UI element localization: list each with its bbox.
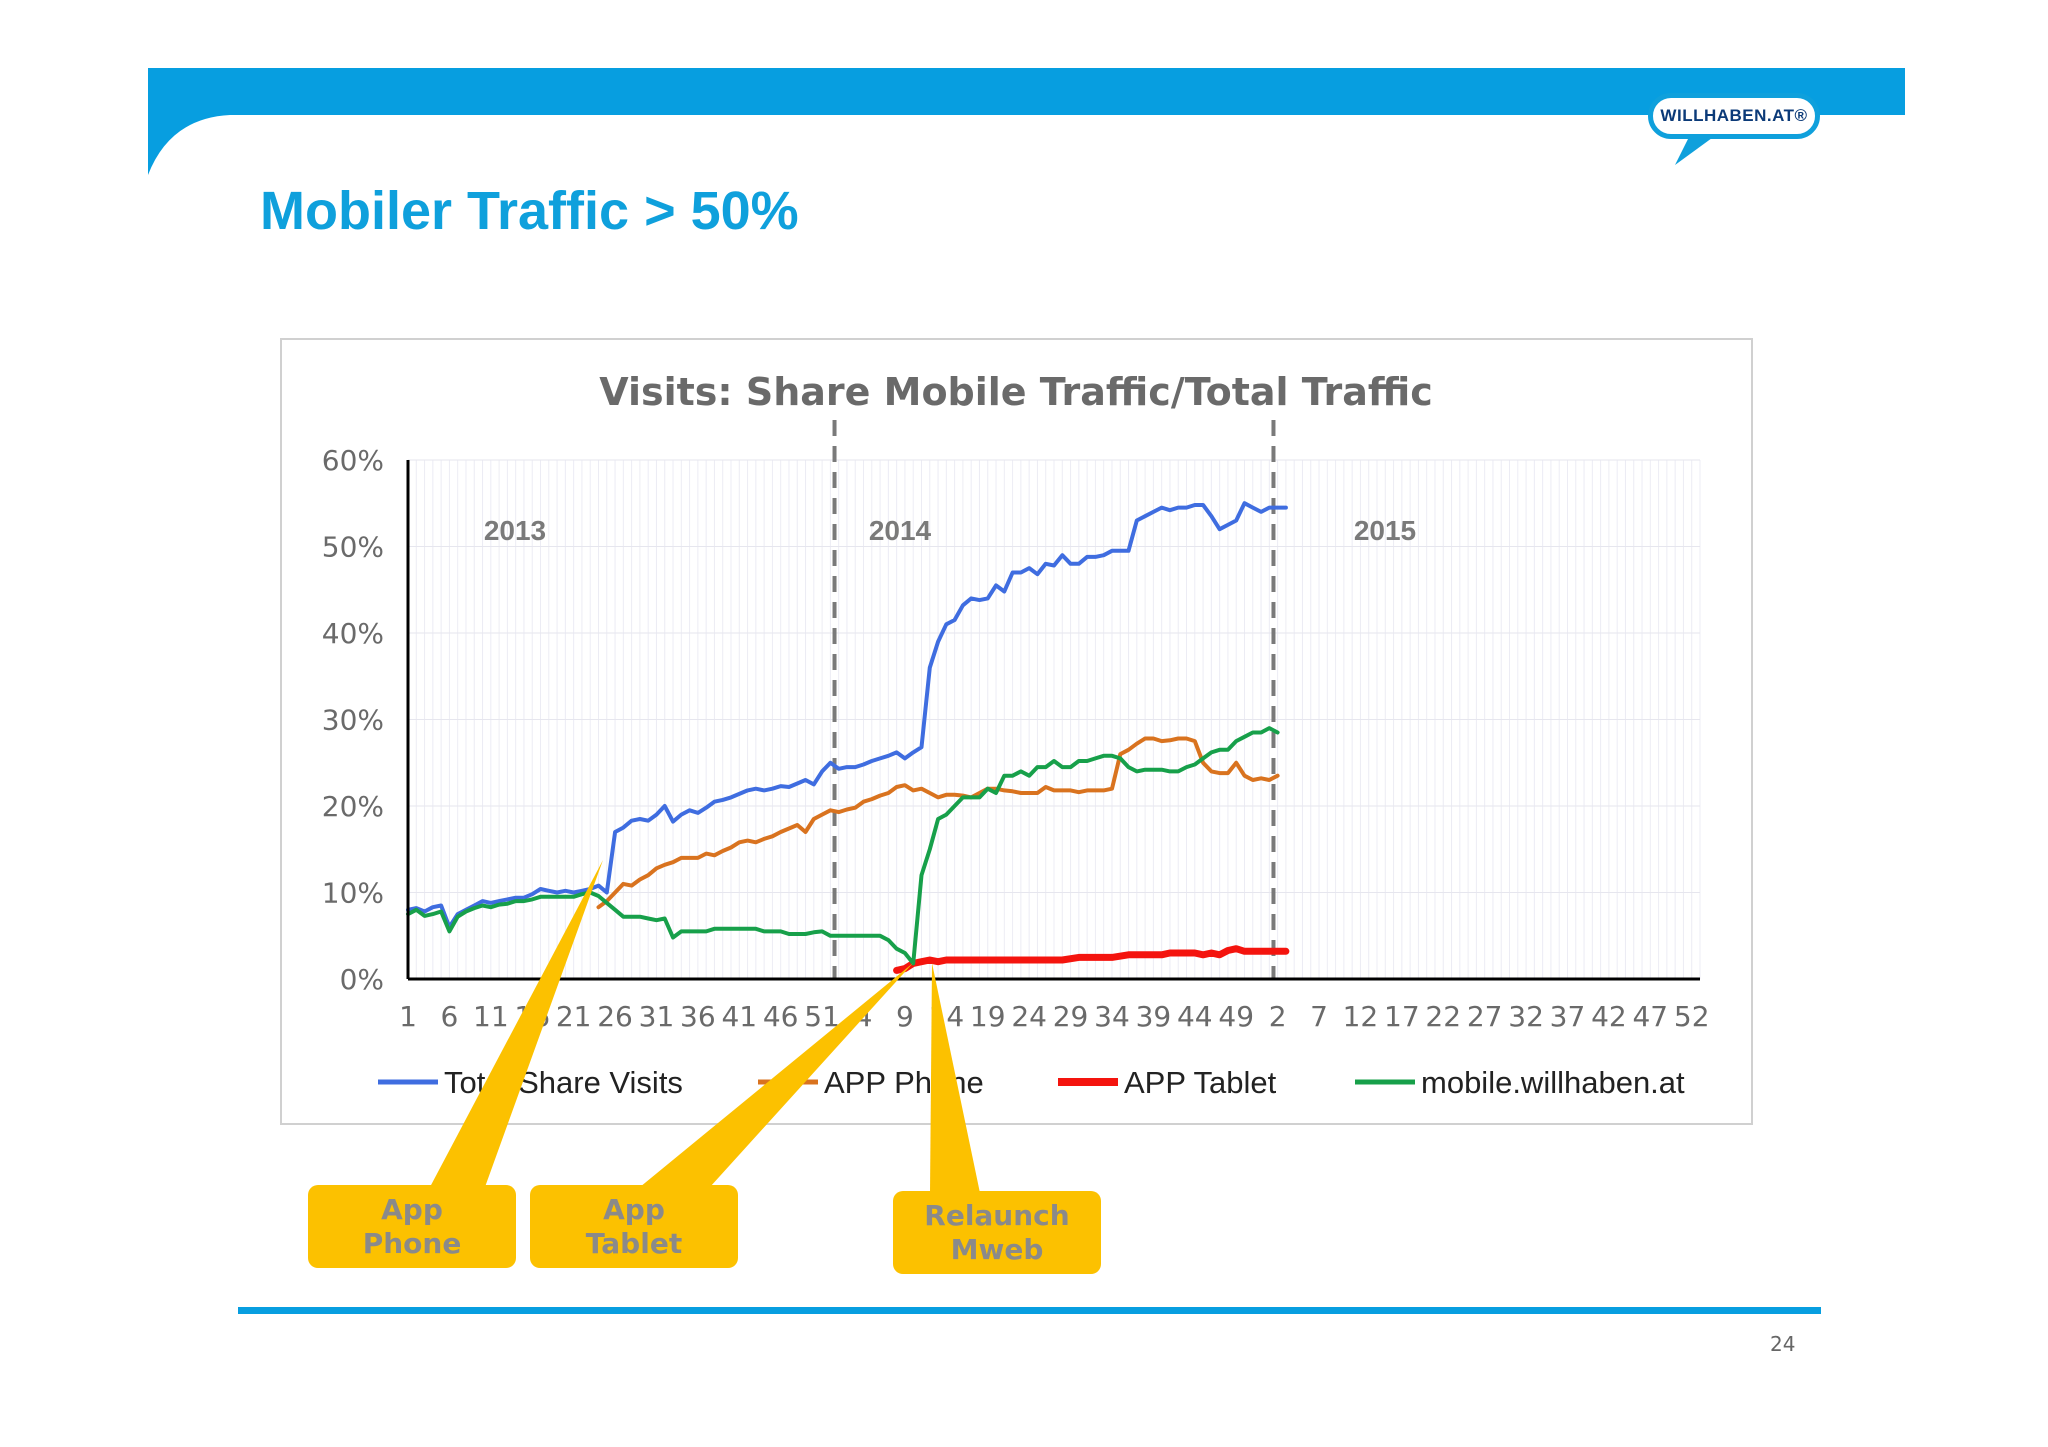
x-tick-label: 19 xyxy=(970,1000,1006,1033)
callout-pointer-app-tablet xyxy=(640,963,913,1187)
y-axis-ticks: 0% 10% 20% 30% 40% 50% 60% xyxy=(322,444,384,996)
x-tick-label: 1 xyxy=(399,1000,417,1033)
chart-axes xyxy=(406,460,1700,981)
callout-line2: Phone xyxy=(362,1226,462,1260)
x-tick-label: 36 xyxy=(680,1000,716,1033)
x-tick-label: 47 xyxy=(1632,1000,1668,1033)
x-tick-label: 21 xyxy=(556,1000,592,1033)
callout-line1: App xyxy=(603,1192,665,1226)
y-tick-label: 20% xyxy=(322,790,384,823)
callout-line2: Mweb xyxy=(950,1232,1044,1266)
x-tick-label: 29 xyxy=(1053,1000,1089,1033)
x-tick-label: 22 xyxy=(1425,1000,1461,1033)
y-tick-label: 0% xyxy=(340,963,384,996)
x-tick-label: 27 xyxy=(1467,1000,1503,1033)
callout-line2: Tablet xyxy=(585,1226,683,1260)
y-tick-label: 60% xyxy=(322,444,384,477)
callout-app-tablet: App Tablet xyxy=(530,1185,738,1268)
footer-rule xyxy=(238,1307,1821,1314)
x-tick-label: 7 xyxy=(1310,1000,1328,1033)
x-tick-label: 26 xyxy=(597,1000,633,1033)
y-tick-label: 10% xyxy=(322,877,384,910)
year-label: 2014 xyxy=(869,515,932,546)
x-tick-label: 42 xyxy=(1591,1000,1627,1033)
chart-series xyxy=(406,501,1290,974)
willhaben-logo: WILLHABEN.AT® xyxy=(1648,93,1820,139)
x-tick-label: 32 xyxy=(1508,1000,1544,1033)
series-line xyxy=(596,736,1280,910)
x-tick-label: 17 xyxy=(1384,1000,1420,1033)
x-tick-label: 34 xyxy=(1094,1000,1130,1033)
chart-grid xyxy=(407,459,1701,980)
callout-pointer-relaunch xyxy=(930,963,980,1193)
x-tick-label: 51 xyxy=(804,1000,840,1033)
callout-line1: Relaunch xyxy=(924,1198,1070,1232)
callout-line1: App xyxy=(381,1192,443,1226)
series-line xyxy=(893,945,1290,974)
x-tick-label: 41 xyxy=(721,1000,757,1033)
page-number: 24 xyxy=(1770,1332,1796,1356)
chart-title: Visits: Share Mobile Traffic/Total Traff… xyxy=(599,370,1433,414)
year-markers: 2013 2014 2015 xyxy=(484,420,1416,979)
y-tick-label: 50% xyxy=(322,531,384,564)
y-tick-label: 40% xyxy=(322,617,384,650)
callout-relaunch-mweb: Relaunch Mweb xyxy=(893,1191,1101,1274)
logo-bubble-tail xyxy=(1675,135,1712,165)
x-tick-label: 46 xyxy=(763,1000,799,1033)
year-label: 2013 xyxy=(484,515,546,546)
legend-entry: mobile.willhaben.at xyxy=(1421,1065,1685,1100)
header-bar xyxy=(148,68,1905,175)
x-tick-label: 52 xyxy=(1674,1000,1710,1033)
series-line xyxy=(406,726,1280,966)
slide-title: Mobiler Traffic > 50% xyxy=(260,181,799,241)
x-tick-label: 9 xyxy=(896,1000,914,1033)
callout-pointer-app-phone xyxy=(430,860,603,1187)
x-tick-label: 2 xyxy=(1269,1000,1287,1033)
year-label: 2015 xyxy=(1354,515,1416,546)
x-tick-label: 39 xyxy=(1136,1000,1172,1033)
x-tick-label: 6 xyxy=(440,1000,458,1033)
x-tick-label: 24 xyxy=(1011,1000,1047,1033)
y-tick-label: 30% xyxy=(322,704,384,737)
x-tick-label: 12 xyxy=(1343,1000,1379,1033)
chart-frame xyxy=(280,338,1753,1125)
x-tick-label: 44 xyxy=(1177,1000,1213,1033)
x-tick-label: 37 xyxy=(1550,1000,1586,1033)
x-tick-label: 49 xyxy=(1218,1000,1254,1033)
x-tick-label: 11 xyxy=(473,1000,509,1033)
legend-entry: APP Phone xyxy=(824,1065,984,1100)
callout-app-phone: App Phone xyxy=(308,1185,516,1268)
legend-entry: APP Tablet xyxy=(1124,1065,1277,1100)
series-line xyxy=(406,501,1288,930)
x-tick-label: 31 xyxy=(639,1000,675,1033)
